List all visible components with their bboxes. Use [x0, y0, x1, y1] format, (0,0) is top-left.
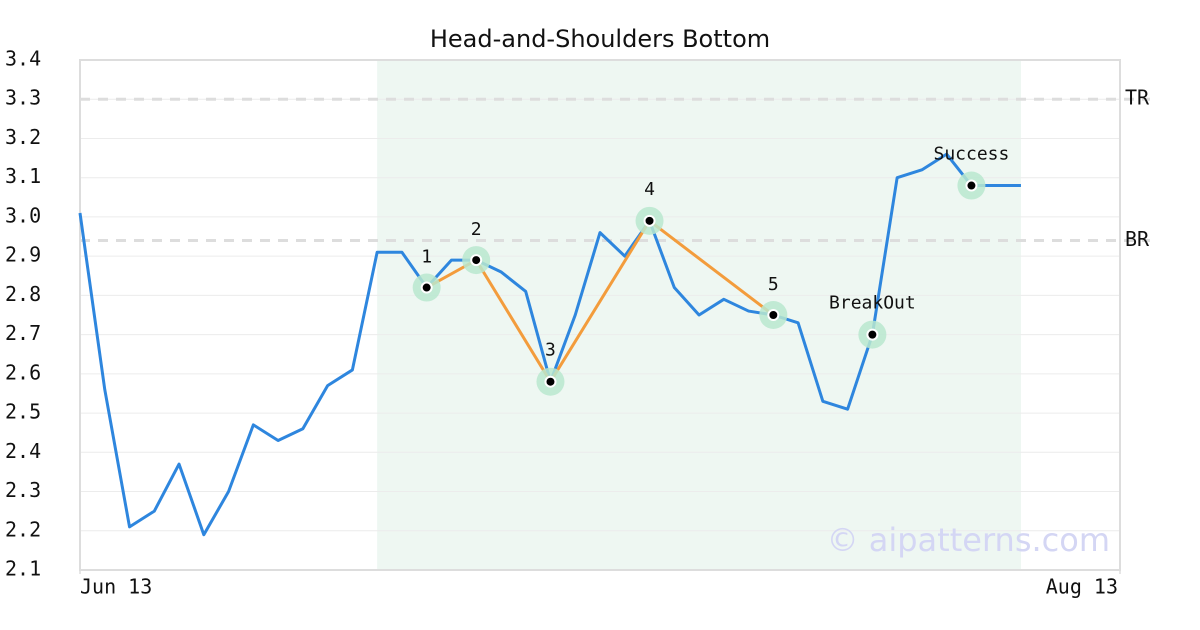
- pattern-point-dot: [420, 281, 433, 294]
- pattern-point-label: 1: [421, 247, 432, 268]
- reference-label: TR: [1125, 86, 1150, 110]
- y-tick-label: 3.4: [5, 47, 41, 71]
- y-tick-label: 2.4: [5, 439, 41, 463]
- y-tick-label: 3.1: [5, 164, 41, 188]
- pattern-point-dot: [544, 375, 557, 388]
- event-point-label: Success: [933, 144, 1009, 165]
- pattern-point-label: 5: [768, 274, 779, 295]
- pattern-point-dot: [643, 214, 656, 227]
- y-tick-label: 2.2: [5, 517, 41, 541]
- event-point-dot: [866, 328, 879, 341]
- y-tick-label: 2.6: [5, 360, 41, 384]
- pattern-point-label: 4: [644, 179, 655, 200]
- y-tick-label: 2.8: [5, 282, 41, 306]
- y-tick-label: 3.0: [5, 203, 41, 227]
- chart-title: Head-and-Shoulders Bottom: [430, 25, 770, 53]
- y-tick-label: 2.1: [5, 557, 41, 581]
- x-tick-label: Jun 13: [80, 575, 152, 599]
- y-tick-label: 2.7: [5, 321, 41, 345]
- pattern-point-dot: [767, 309, 780, 321]
- reference-label: BR: [1125, 227, 1150, 251]
- event-point-dot: [965, 179, 978, 192]
- y-tick-label: 3.3: [5, 86, 41, 110]
- x-tick-label: Aug 13: [1046, 575, 1118, 599]
- y-tick-label: 3.2: [5, 125, 41, 149]
- y-tick-label: 2.5: [5, 400, 41, 424]
- watermark: © aipatterns.com: [827, 521, 1110, 559]
- event-point-label: BreakOut: [829, 293, 916, 314]
- y-tick-label: 2.3: [5, 478, 41, 502]
- pattern-point-label: 2: [471, 219, 482, 240]
- y-tick-label: 2.9: [5, 243, 41, 267]
- plot-border: [79, 59, 1121, 571]
- pattern-point-dot: [470, 254, 483, 267]
- pattern-point-label: 3: [545, 340, 556, 361]
